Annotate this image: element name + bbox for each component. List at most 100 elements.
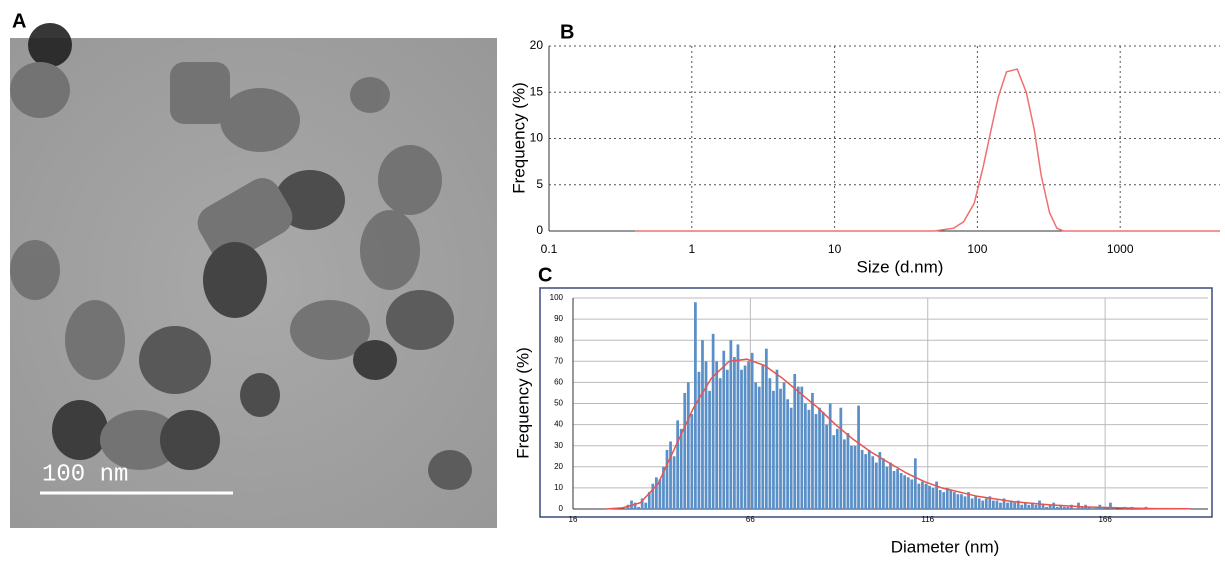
bar xyxy=(772,390,775,509)
x-axis-label: Diameter (nm) xyxy=(891,537,1000,556)
panel-label: B xyxy=(560,21,574,43)
bar xyxy=(789,407,793,509)
bar xyxy=(910,479,914,509)
bar xyxy=(878,452,882,509)
bar xyxy=(882,458,885,509)
bar xyxy=(1034,504,1038,509)
bar xyxy=(917,483,921,509)
x-tick-label: 166 xyxy=(1098,515,1112,524)
bar xyxy=(967,492,970,509)
bar xyxy=(757,386,761,509)
bar xyxy=(779,388,782,509)
bar xyxy=(665,449,669,509)
line xyxy=(635,68,1220,232)
y-tick-label: 100 xyxy=(550,293,564,302)
bar xyxy=(988,496,992,509)
bar xyxy=(931,487,935,509)
bar xyxy=(796,386,800,509)
bar xyxy=(786,399,789,509)
bar xyxy=(903,475,907,509)
bar xyxy=(775,369,779,509)
bar xyxy=(924,483,928,509)
y-tick-label: 90 xyxy=(554,314,563,323)
bar xyxy=(1009,500,1013,509)
bar xyxy=(1002,498,1006,509)
bar xyxy=(864,454,868,509)
bar xyxy=(963,496,967,509)
y-tick-label: 20 xyxy=(554,462,563,471)
bar xyxy=(906,477,910,509)
bar xyxy=(814,414,818,509)
bar xyxy=(662,466,665,509)
bar xyxy=(892,471,896,509)
x-tick-label: 1000 xyxy=(1107,242,1134,256)
bar xyxy=(999,502,1002,509)
x-tick-label: 100 xyxy=(967,242,987,256)
bar xyxy=(1041,504,1045,509)
bar xyxy=(832,435,836,509)
bar xyxy=(1077,502,1080,509)
bar xyxy=(1080,506,1084,509)
bar xyxy=(921,481,924,509)
bar xyxy=(935,481,938,509)
bar xyxy=(913,458,917,509)
y-tick-label: 40 xyxy=(554,420,563,429)
fit-curve xyxy=(604,358,1191,510)
bar xyxy=(1027,504,1031,509)
y-tick-label: 0 xyxy=(536,223,543,237)
bar xyxy=(1016,500,1020,509)
bar xyxy=(708,390,711,509)
y-tick-label: 60 xyxy=(554,378,563,387)
bar xyxy=(835,428,839,509)
bar xyxy=(1066,506,1070,509)
bar xyxy=(672,456,676,509)
bar xyxy=(722,350,726,509)
x-axis-label: Size (d.nm) xyxy=(857,257,944,276)
x-tick-label: 16 xyxy=(569,515,578,524)
panel-label: C xyxy=(538,264,552,286)
bar xyxy=(679,428,683,509)
bar xyxy=(853,445,857,509)
bar xyxy=(846,433,850,509)
bar xyxy=(1020,504,1024,509)
bar xyxy=(992,500,995,509)
x-tick-label: 0.1 xyxy=(541,242,558,256)
bar xyxy=(683,392,687,509)
bar xyxy=(637,506,641,509)
bar xyxy=(811,392,814,509)
bar xyxy=(640,498,644,509)
bar xyxy=(651,483,655,509)
bar xyxy=(867,449,871,509)
bar xyxy=(984,498,988,509)
bar xyxy=(977,498,981,509)
y-tick-label: 10 xyxy=(530,131,544,145)
x-tick-label: 116 xyxy=(921,515,934,524)
y-tick-label: 10 xyxy=(554,483,563,492)
y-tick-label: 70 xyxy=(554,356,563,365)
bar xyxy=(974,496,978,509)
bar xyxy=(949,490,953,509)
bar xyxy=(676,420,680,509)
bar xyxy=(733,357,736,509)
bar xyxy=(995,500,999,509)
panel-c-frame xyxy=(539,287,1213,518)
scale-bar-label: 100 nm xyxy=(42,461,128,488)
bar xyxy=(928,485,931,509)
bar xyxy=(725,369,729,509)
bar xyxy=(803,403,807,509)
y-tick-label: 80 xyxy=(554,335,563,344)
bar xyxy=(1055,506,1059,509)
bar xyxy=(644,502,648,509)
bar xyxy=(750,352,754,509)
bar xyxy=(761,365,765,509)
bar xyxy=(1038,500,1041,509)
bar xyxy=(1031,502,1034,509)
bar xyxy=(960,494,963,509)
panel-label: A xyxy=(12,10,26,32)
bar xyxy=(1059,504,1063,509)
y-axis-label: Frequency (%) xyxy=(509,82,528,193)
y-tick-label: 30 xyxy=(554,441,563,450)
bar xyxy=(793,373,797,509)
bar xyxy=(821,411,825,509)
bar xyxy=(952,492,956,509)
